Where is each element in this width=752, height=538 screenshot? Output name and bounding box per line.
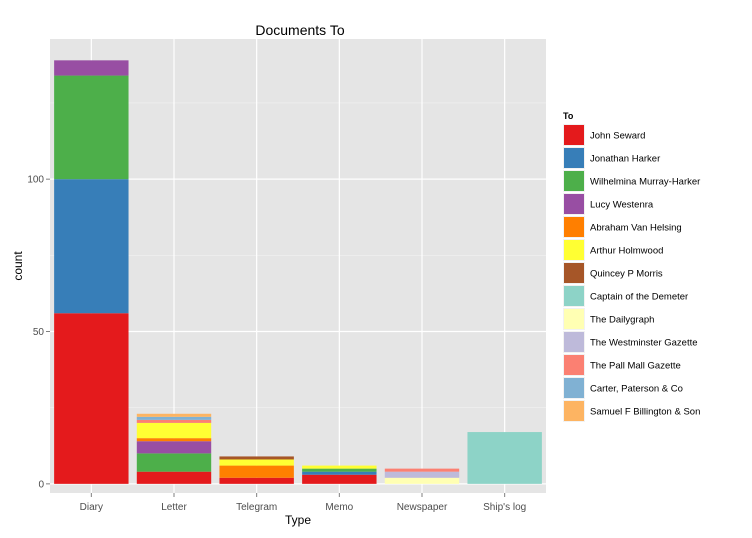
bar-segment: [219, 465, 294, 478]
bar-segment: [54, 60, 129, 76]
bar-segment: [136, 419, 212, 423]
legend-key: [564, 401, 584, 421]
bar-segment: [219, 477, 294, 484]
legend-label: Lucy Westenra: [590, 200, 654, 211]
x-tick-label: Ship's log: [483, 502, 526, 513]
x-tick-label: Diary: [80, 502, 103, 513]
y-tick-label: 50: [33, 327, 45, 338]
legend-label: Wilhelmina Murray-Harker: [590, 177, 700, 188]
y-tick-label: 100: [27, 175, 44, 186]
x-axis-ticks: Diary Letter Telegram Memo Newspaper Ship's l…: [80, 493, 526, 513]
legend-key: [564, 309, 584, 329]
legend-label: The Pall Mall Gazette: [590, 361, 681, 372]
bar-segment: [384, 468, 460, 472]
legend-key: [564, 217, 584, 237]
legend-label: John Seward: [590, 131, 645, 142]
bar-segment: [302, 468, 377, 472]
legend-label: The Dailygraph: [590, 315, 654, 326]
bar-segment: [384, 477, 460, 484]
bar-segment: [136, 413, 212, 417]
y-axis-label: count: [11, 251, 25, 281]
x-tick-label: Memo: [325, 502, 353, 513]
bar-segment: [54, 75, 129, 180]
legend-key: [564, 148, 584, 168]
x-tick-label: Newspaper: [397, 502, 448, 513]
bar-segment: [136, 453, 212, 472]
x-tick-label: Letter: [161, 502, 187, 513]
legend-key: [564, 378, 584, 398]
legend-label: Samuel F Billington & Son: [590, 407, 700, 418]
bar-segment: [136, 471, 212, 484]
legend-label: Arthur Holmwood: [590, 246, 663, 257]
chart-title: Documents To: [255, 22, 344, 38]
minor-gridlines: [50, 102, 546, 408]
y-tick-label: 0: [38, 479, 44, 490]
bar-segment: [136, 441, 212, 454]
bar-segment: [384, 471, 460, 478]
legend-key: [564, 355, 584, 375]
bar-segment: [302, 465, 377, 469]
bar-segment: [302, 474, 377, 484]
bar-segment: [136, 416, 212, 420]
legend-key: [564, 263, 584, 283]
legend-label: The Westminster Gazette: [590, 338, 698, 349]
bar-segment: [302, 471, 377, 475]
legend-label: Jonathan Harker: [590, 154, 660, 165]
bar-segment: [136, 422, 212, 439]
bar-segment: [54, 313, 129, 484]
y-axis-ticks: 0 50 100: [27, 175, 50, 490]
legend-label: Carter, Paterson & Co: [590, 384, 683, 395]
legend-label: Captain of the Demeter: [590, 292, 688, 303]
bar-segment: [54, 179, 129, 314]
bars-group: [54, 60, 542, 484]
bar-segment: [219, 459, 294, 466]
legend-title: To: [563, 111, 574, 121]
legend-label: Quincey P Morris: [590, 269, 663, 280]
x-tick-label: Telegram: [236, 502, 277, 513]
legend-key: [564, 332, 584, 352]
legend-key: [564, 286, 584, 306]
legend-key: [564, 194, 584, 214]
legend-key: [564, 240, 584, 260]
legend-key: [564, 171, 584, 191]
legend-label: Abraham Van Helsing: [590, 223, 682, 234]
x-axis-label: Type: [285, 513, 311, 527]
bar-segment: [219, 456, 294, 460]
plot-background: [50, 39, 546, 493]
bar-segment: [136, 438, 212, 442]
legend-key: [564, 125, 584, 145]
bar-segment: [467, 432, 542, 484]
legend: To John Seward Jonathan Harker Wilhelmina …: [563, 111, 700, 422]
